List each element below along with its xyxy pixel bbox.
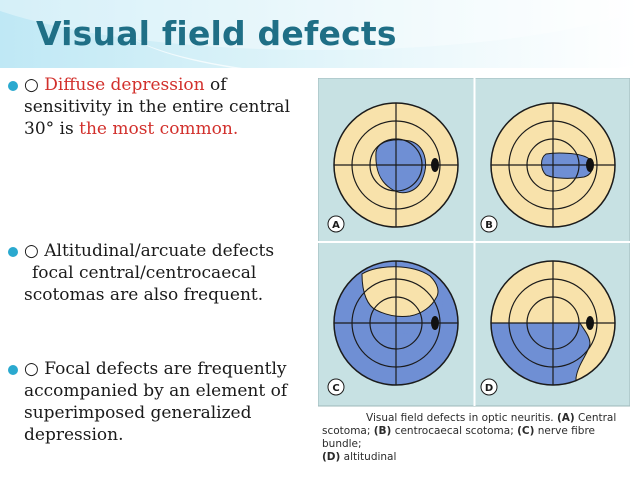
caption-label-c: (C) — [517, 425, 535, 437]
caption-text: Visual field defects in optic neuritis. — [366, 412, 557, 424]
blind-spot-icon — [586, 316, 594, 330]
caption-text: nerve fibre bundle; — [322, 425, 596, 450]
emphasis-diffuse-depression: Diffuse depression — [44, 75, 205, 95]
panel-label-a: A — [332, 220, 340, 231]
caption-line: scotoma; (B) centrocaecal scotoma; (C) n… — [322, 425, 632, 451]
caption-label-d: (D) — [322, 451, 341, 463]
title-banner-decoration — [0, 0, 638, 68]
panel-b-centrocaecal-scotoma — [490, 102, 616, 228]
caption-text: scotoma; — [322, 425, 374, 437]
blind-spot-icon — [431, 316, 439, 330]
panel-label-c: C — [332, 383, 339, 394]
figure-caption: Visual field defects in optic neuritis. … — [322, 412, 632, 464]
bullet-dot-icon — [8, 81, 18, 91]
panel-a-central-scotoma — [333, 102, 459, 228]
caption-label-a: (A) — [556, 412, 575, 424]
panel-label-b: B — [485, 220, 493, 231]
bullet-line: scotomas are also frequent. — [24, 285, 264, 305]
bullet-text: ○ Altitudinal/arcuate defects focal cent… — [24, 240, 313, 306]
blind-spot-icon — [431, 158, 439, 172]
caption-text: centrocaecal scotoma; — [391, 425, 518, 437]
slide-title: Visual field defects — [36, 14, 397, 53]
bullet-dot-icon — [8, 365, 18, 375]
bullet-line: ○ Altitudinal/arcuate defects — [24, 241, 275, 261]
caption-label-b: (B) — [373, 425, 392, 437]
caption-line: Visual field defects in optic neuritis. … — [322, 412, 632, 425]
caption-text: altitudinal — [340, 451, 397, 463]
bullet-item-focal: ○ Focal defects are frequently accompani… — [8, 358, 313, 446]
bullet-item-altitudinal: ○ Altitudinal/arcuate defects focal cent… — [8, 240, 313, 306]
panel-label-d: D — [485, 383, 493, 394]
bullet-item-diffuse: ○ Diffuse depression of sensitivity in t… — [8, 74, 313, 140]
visual-field-figure: A B C D — [318, 78, 630, 474]
panel-c-nerve-fibre-bundle — [333, 260, 459, 386]
bullet-text: ○ Diffuse depression of sensitivity in t… — [24, 74, 313, 140]
bullet-text: ○ Focal defects are frequently accompani… — [24, 359, 288, 445]
caption-text: Central — [574, 412, 617, 424]
bullet-line: focal central/centrocaecal — [32, 263, 257, 283]
bullet-dot-icon — [8, 247, 18, 257]
bullet-body: of sensitivity in the entire central 30°… — [24, 75, 291, 139]
blind-spot-icon — [586, 158, 594, 172]
emphasis-most-common: the most common. — [79, 119, 239, 139]
caption-line: (D) altitudinal — [322, 451, 632, 464]
bullet-prefix: ○ — [24, 75, 45, 95]
